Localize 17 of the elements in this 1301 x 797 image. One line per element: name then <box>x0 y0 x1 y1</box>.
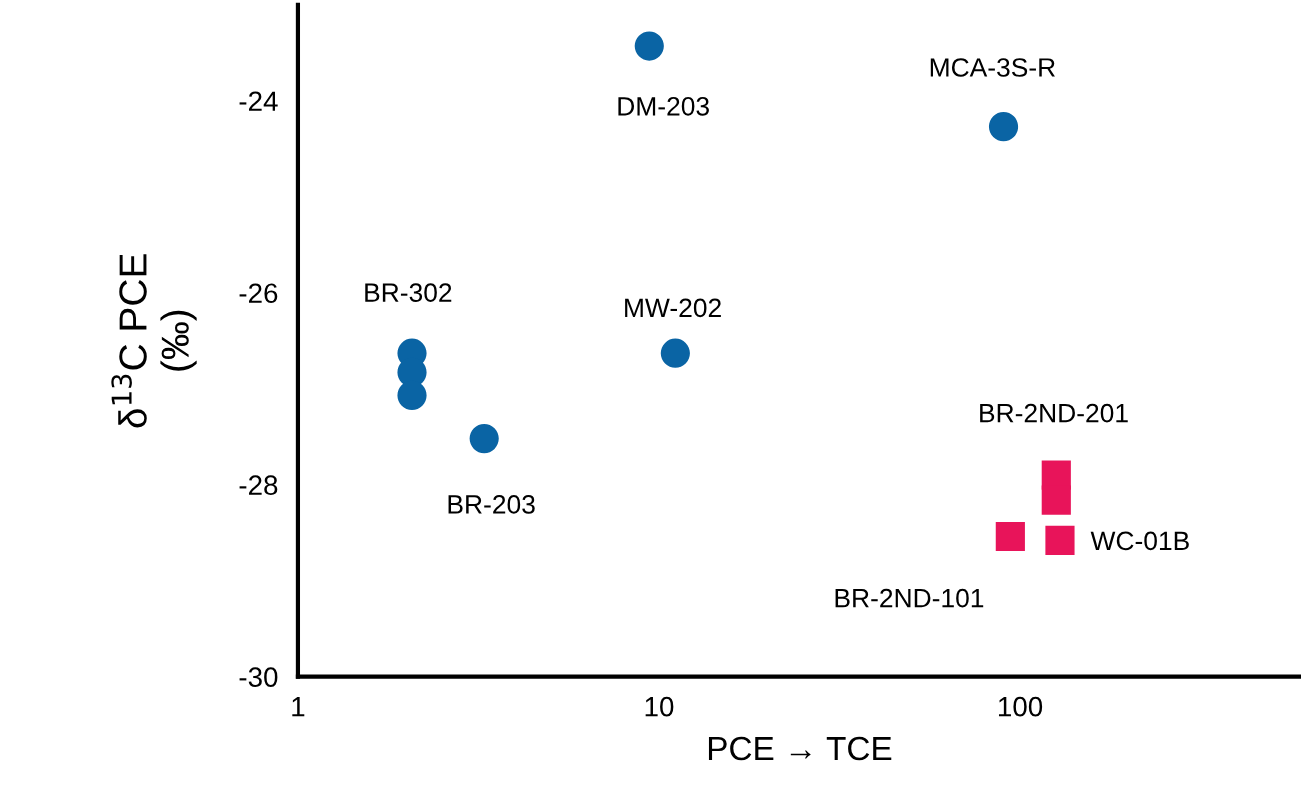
annotation: BR-2ND-201 <box>980 403 1128 423</box>
x-tick-label: 10 <box>645 696 674 717</box>
y-tick-label: -28 <box>239 475 278 496</box>
y-tick-label: -26 <box>239 283 278 304</box>
annotation: MCA-3S-R <box>930 58 1055 77</box>
x-tick-label: 1 <box>292 697 305 717</box>
y-tick-label: -30 <box>239 667 278 687</box>
annotation: BR-203 <box>448 495 535 514</box>
annotation: BR-2ND-101 <box>835 588 984 608</box>
annotation: WC-01B <box>1090 531 1189 551</box>
y-axis-title: δ$^{13}$C PCE (‰) <box>111 254 197 428</box>
annotation: BR-302 <box>365 283 452 302</box>
x-axis-title: PCE → TCE <box>708 736 892 761</box>
y-tick-label: -24 <box>239 91 278 111</box>
x-tick-label: 100 <box>998 696 1043 717</box>
annotation: DM-203 <box>618 96 709 116</box>
annotation: MW-202 <box>625 298 721 318</box>
